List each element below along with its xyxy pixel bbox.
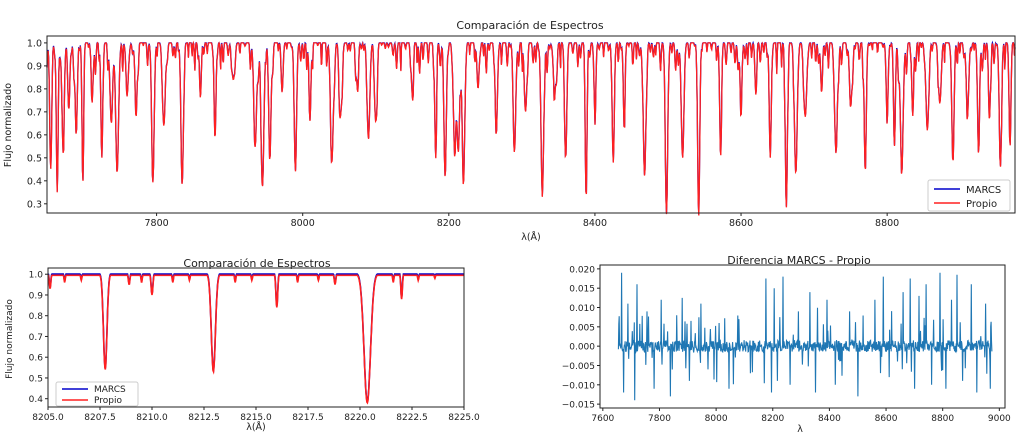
y-tick-label: 0.005 [569,323,595,333]
y-tick-label: −0.010 [562,381,596,391]
bottom-right-x-axis-label: λ [797,424,803,435]
y-tick-label: 1.0 [29,271,44,281]
bottom-left-y-axis: 0.4 0.5 0.6 0.7 0.8 0.9 1.0 [29,271,48,405]
x-tick-label: 8400 [818,414,841,424]
top-chart-title: Comparación de Espectros [456,19,603,32]
top-legend-label-propio: Propio [966,199,997,210]
x-tick-label: 8220.0 [344,413,376,423]
x-tick-label: 7800 [144,218,168,229]
x-tick-label: 8000 [291,218,315,229]
x-tick-label: 8207.5 [84,413,116,423]
y-tick-label: 0.7 [29,333,43,343]
x-tick-label: 8217.5 [292,413,324,423]
bottom-left-chart-title: Comparación de Espectros [183,257,330,270]
y-tick-label: 0.8 [27,84,42,95]
bottom-left-series-group [47,273,464,405]
y-tick-label: 0.5 [27,153,42,164]
top-y-axis-label: Flujo normalizado [3,83,14,167]
x-tick-label: 8400 [583,218,607,229]
bottom-left-legend-label-propio: Propio [94,396,122,406]
series-difference-line [617,272,993,401]
top-x-axis: 7800 8000 8200 8400 8600 8800 [144,213,899,229]
y-tick-label: 0.9 [29,291,44,301]
series-marcs-line [47,273,464,404]
y-tick-label: 0.020 [569,265,595,275]
x-tick-label: 8600 [729,218,753,229]
y-tick-label: 0.4 [27,176,42,187]
bottom-right-x-axis: 7600 7800 8000 8200 8400 8600 8800 9000 [591,408,1011,424]
top-legend: MARCS Propio [927,179,1011,212]
x-tick-label: 8800 [875,218,899,229]
x-tick-label: 8215.0 [240,413,272,423]
bottom-right-panel: Diferencia MARCS - Propio −0.015−0.010−0… [562,254,1011,435]
x-tick-label: 8000 [705,414,728,424]
bottom-left-legend: MARCS Propio [55,381,139,407]
bottom-right-plot-frame [599,264,1006,409]
x-tick-label: 8205.0 [32,413,64,423]
y-tick-label: 0.8 [29,312,44,322]
bottom-right-y-axis: −0.015 −0.010 −0.005 0.000 0.005 0.010 0.015 0.… [562,265,600,411]
x-tick-label: 7600 [591,414,614,424]
x-tick-label: 8200 [761,414,784,424]
y-tick-label: −0.015 [562,401,595,411]
y-tick-label: 0.015 [569,285,595,295]
bottom-right-series-group [617,272,993,401]
x-tick-label: 8200 [437,218,461,229]
y-tick-label: 0.7 [27,107,42,118]
y-tick-label: 0.9 [27,61,42,72]
series-marcs-line [46,40,1016,215]
y-tick-label: 0.4 [29,395,44,405]
y-tick-label: 0.6 [27,130,42,141]
x-tick-label: 7800 [648,414,671,424]
bottom-left-x-axis-label: λ(Å) [246,421,266,433]
x-tick-label: 8222.5 [396,413,428,423]
x-tick-label: 9000 [988,414,1011,424]
bottom-right-chart-title: Diferencia MARCS - Propio [727,254,871,267]
top-plot-frame [46,35,1016,214]
y-tick-label: −0.005 [562,362,595,372]
top-panel: Comparación de Espectros 0.3 0.4 0.5 0.6 0.7… [3,19,1016,243]
y-tick-label: 0.000 [569,343,595,353]
y-tick-label: 0.6 [29,354,44,364]
y-tick-label: 0.5 [29,374,43,384]
x-tick-label: 8600 [875,414,898,424]
y-tick-label: 0.3 [27,199,42,210]
top-x-axis-label: λ(Å) [521,231,541,243]
x-tick-label: 8210.0 [136,413,168,423]
x-tick-label: 8212.5 [188,413,220,423]
top-legend-label-marcs: MARCS [966,185,1001,196]
series-propio-line [46,40,1016,216]
bottom-left-panel: Comparación de Espectros 0.4 0.5 0.6 0.7 0.8… [5,257,480,433]
top-series-group [46,40,1016,216]
bottom-left-y-axis-label: Flujo normalizado [5,299,15,379]
x-tick-label: 8225.0 [448,413,480,423]
bottom-left-legend-label-marcs: MARCS [94,385,126,395]
top-y-axis: 0.3 0.4 0.5 0.6 0.7 0.8 0.9 1.0 [27,38,47,210]
y-tick-label: 1.0 [27,38,42,49]
bottom-left-x-axis: 8205.0 8207.5 8210.0 8212.5 8215.0 8217.5 8220… [32,407,480,423]
series-propio-line [47,274,464,405]
x-tick-label: 8800 [931,414,954,424]
y-tick-label: 0.010 [569,304,595,314]
